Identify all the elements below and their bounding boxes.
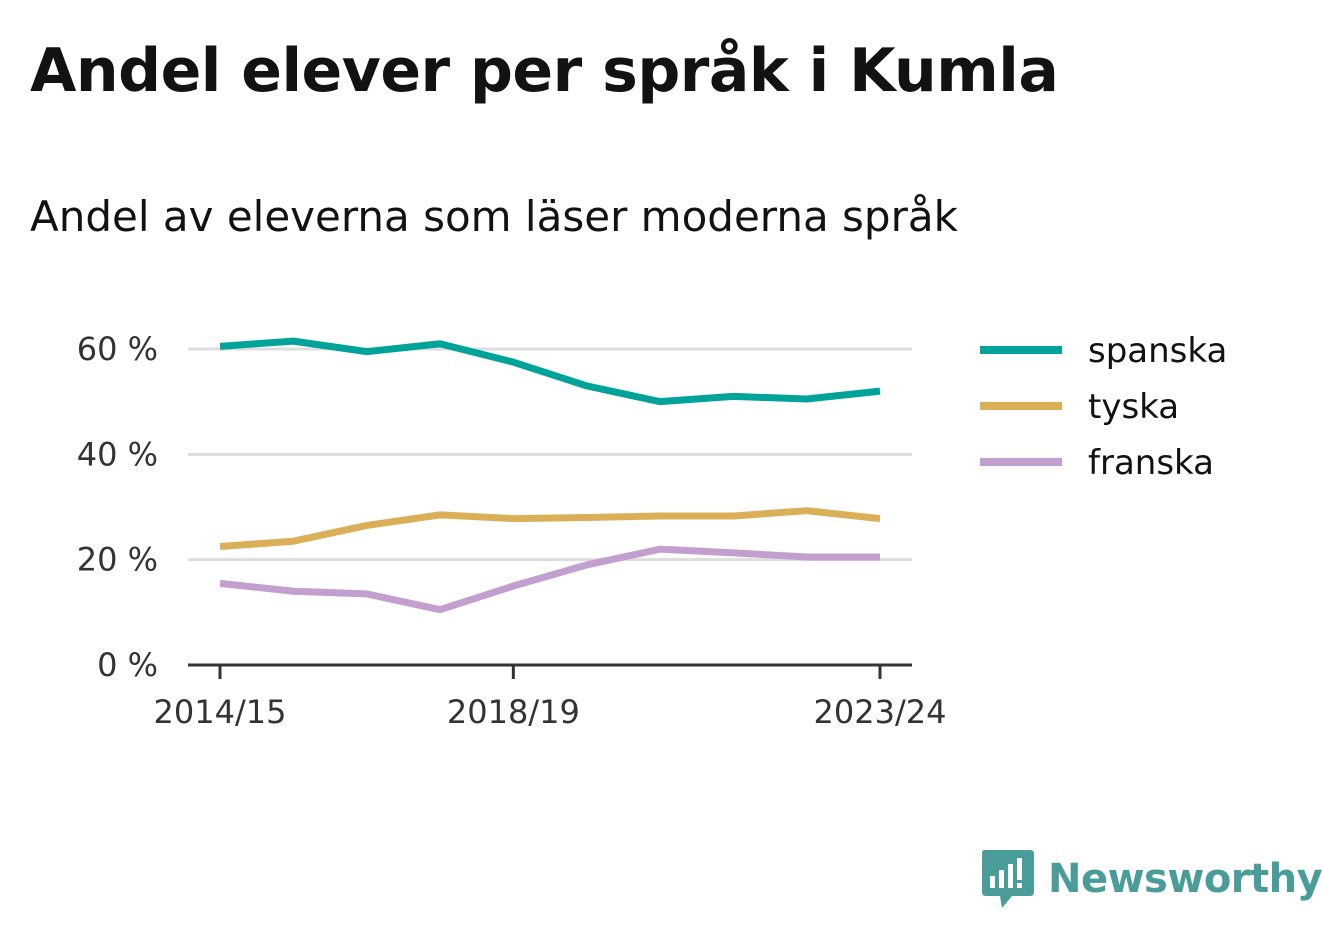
series-line-franska <box>219 545 880 614</box>
legend-label-tyska: tyska <box>1088 387 1179 427</box>
x-axis-ticks: 2014/15 2018/19 2023/24 <box>154 665 947 731</box>
legend-label-spanska: spanska <box>1088 331 1227 371</box>
legend: spanska tyska franska <box>980 331 1227 483</box>
newsworthy-logo-icon <box>982 850 1034 908</box>
chart-subtitle: Andel av eleverna som läser moderna språ… <box>30 192 958 241</box>
x-tick-label: 2023/24 <box>814 693 947 731</box>
y-tick-label: 20 % <box>77 541 158 579</box>
y-axis-tick-labels: 0 % 20 % 40 % 60 % <box>77 330 158 684</box>
legend-label-franska: franska <box>1088 443 1214 483</box>
y-tick-label: 60 % <box>77 330 158 368</box>
newsworthy-brand: Newsworthy <box>980 848 1322 910</box>
x-tick-label: 2018/19 <box>447 693 580 731</box>
series-line-tyska <box>219 507 881 550</box>
series-lines <box>219 337 881 614</box>
y-tick-label: 40 % <box>77 435 158 473</box>
x-tick-label: 2014/15 <box>154 693 287 731</box>
y-tick-label: 0 % <box>97 646 158 684</box>
grid-lines <box>188 347 912 562</box>
series-line-spanska <box>219 337 881 406</box>
chart-title: Andel elever per språk i Kumla <box>30 36 1059 106</box>
brand-name: Newsworthy <box>1048 856 1322 902</box>
